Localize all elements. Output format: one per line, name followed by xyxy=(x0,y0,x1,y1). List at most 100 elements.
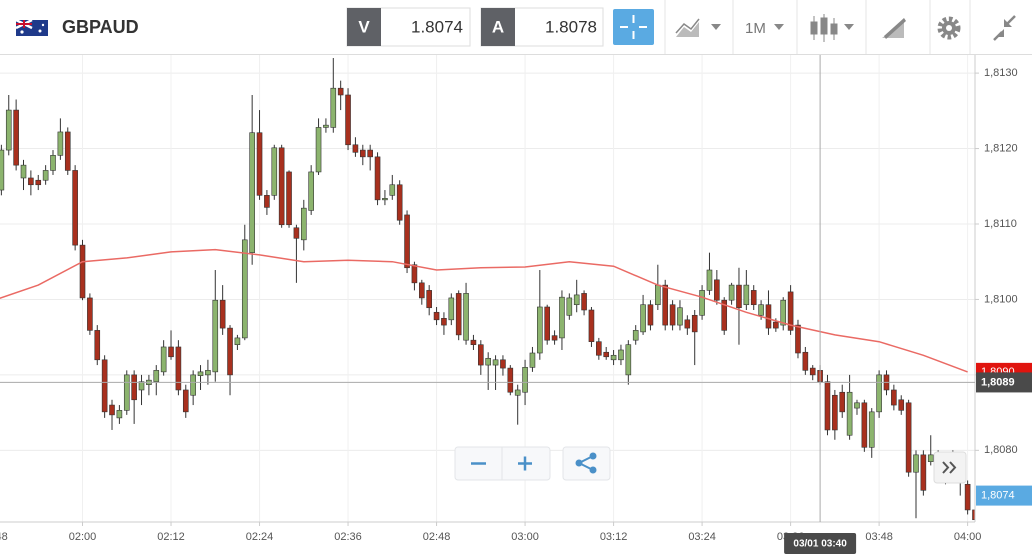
candle-body xyxy=(182,389,189,413)
candle-body xyxy=(50,155,56,171)
collapse-button[interactable] xyxy=(993,15,1016,41)
candle-body xyxy=(470,339,477,346)
draw-tool-button[interactable] xyxy=(882,18,906,39)
candle-body xyxy=(168,346,174,358)
crosshair-button[interactable] xyxy=(613,9,654,45)
candle-body xyxy=(175,346,182,391)
candle-body xyxy=(596,341,602,356)
candle-body xyxy=(441,318,447,326)
toolbar: GBPAUD V 1.8074 A 1.8078 1M xyxy=(0,0,1032,55)
candle-body xyxy=(714,279,720,301)
candle-body xyxy=(42,170,49,181)
candle-body xyxy=(618,349,624,361)
candle-body xyxy=(809,367,816,376)
x-tick-label: 02:36 xyxy=(334,531,362,543)
candle-body xyxy=(190,374,196,396)
candle-body xyxy=(854,402,860,409)
candle-body xyxy=(396,184,403,221)
candle-body xyxy=(964,483,971,511)
bid-button[interactable]: V 1.8074 xyxy=(346,7,471,47)
candle-body xyxy=(551,335,558,341)
x-tick-label: 01:48 xyxy=(0,531,8,543)
chart-type-button[interactable] xyxy=(675,18,721,37)
candle-body xyxy=(699,290,705,316)
last-price-label: 1,8074 xyxy=(981,490,1015,502)
candle-body xyxy=(455,293,462,336)
candle-body xyxy=(927,454,934,462)
candle-body xyxy=(389,184,396,196)
scroll-right-button[interactable] xyxy=(933,451,967,484)
candle-body xyxy=(876,374,882,413)
candle-body xyxy=(898,399,905,411)
candle-body xyxy=(537,306,543,354)
candle-body xyxy=(278,147,285,226)
candle-body xyxy=(352,144,359,153)
candle-body xyxy=(684,319,691,329)
candle-body xyxy=(485,357,491,366)
y-tick-label: 1,8080 xyxy=(984,444,1018,456)
crosshair-price-label: 1,8089 xyxy=(981,376,1015,388)
candle-body xyxy=(478,344,484,366)
candle-body xyxy=(655,284,661,306)
candle-body xyxy=(345,94,351,146)
candle-body xyxy=(721,299,728,331)
candle-body xyxy=(286,171,292,226)
candle-body xyxy=(573,294,580,306)
x-tick-label: 02:00 xyxy=(69,531,97,543)
y-tick-label: 1,8100 xyxy=(984,293,1018,305)
candle-body xyxy=(359,149,366,158)
candle-body xyxy=(861,402,868,448)
candle-body xyxy=(249,132,255,253)
crosshair-time-label: 03/01 03:40 xyxy=(793,539,847,550)
candle-body xyxy=(367,149,373,158)
candle-body xyxy=(28,177,34,186)
candle-body xyxy=(758,304,764,316)
bid-price: 1.8074 xyxy=(411,17,463,36)
candle-body xyxy=(323,124,329,128)
x-tick-label: 02:48 xyxy=(423,531,451,543)
candle-body xyxy=(109,404,115,416)
candle-body xyxy=(780,299,787,326)
x-tick-label: 03:00 xyxy=(511,531,539,543)
candle-body xyxy=(264,195,270,208)
candle-body xyxy=(94,330,101,361)
zoom-in-button[interactable] xyxy=(518,456,532,471)
candle-body xyxy=(662,284,669,326)
candle-body xyxy=(463,293,469,341)
candle-body xyxy=(669,304,676,326)
candle-body xyxy=(728,284,735,301)
candle-body xyxy=(743,284,750,306)
candle-body xyxy=(160,346,167,373)
candle-body xyxy=(64,131,71,171)
candle-body xyxy=(35,179,42,186)
candle-body xyxy=(79,244,86,299)
timeframe-button[interactable]: 1M xyxy=(745,20,784,37)
candle-body xyxy=(868,411,875,448)
candle-body xyxy=(72,170,78,246)
candle-body xyxy=(677,307,683,326)
candle-body xyxy=(632,330,639,341)
candle-body xyxy=(514,389,521,396)
candle-body xyxy=(256,132,263,196)
candle-body xyxy=(20,164,27,179)
candle-body xyxy=(603,351,610,358)
ask-price: 1.8078 xyxy=(545,17,597,36)
settings-button[interactable] xyxy=(937,16,961,40)
share-button[interactable] xyxy=(562,446,611,481)
ask-button[interactable]: A 1.8078 xyxy=(480,7,604,47)
candle-body xyxy=(529,352,536,368)
candle-body xyxy=(219,299,226,329)
last-price-tag xyxy=(976,485,1032,506)
candle-body xyxy=(212,299,219,373)
candle-body xyxy=(691,314,698,333)
candle-body xyxy=(448,297,455,321)
candle-body xyxy=(419,282,425,299)
y-tick-label: 1,8130 xyxy=(984,67,1018,79)
flag-icon xyxy=(15,18,48,36)
axes: 1,81301,81201,81101,81001,80901,808001:4… xyxy=(0,55,1018,543)
candle-body xyxy=(205,370,211,376)
candle-body xyxy=(308,171,314,211)
candle-style-button[interactable] xyxy=(810,14,854,42)
